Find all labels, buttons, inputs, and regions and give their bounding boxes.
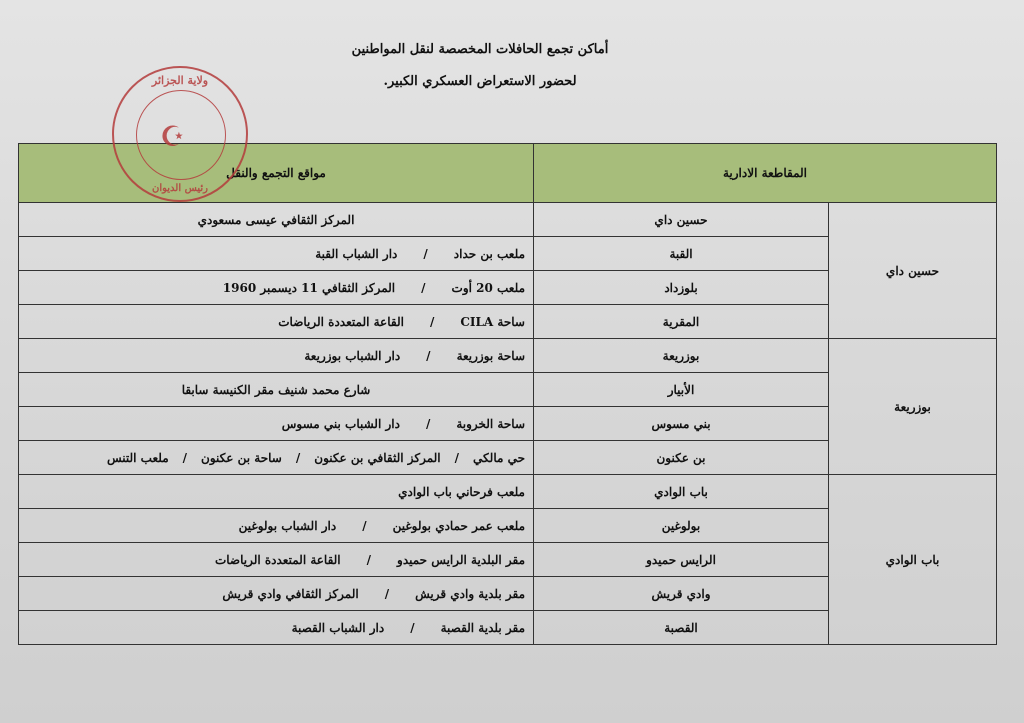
separator: /	[421, 280, 426, 295]
separator: /	[426, 348, 431, 363]
table-row: وادي قريش مقر بلدية وادي قريش / المركز الثق…	[18, 576, 997, 611]
locations-cell: ملعب فرحاني باب الوادي	[18, 474, 534, 509]
document-title-line2: لحضور الاستعراض العسكري الكبير.	[383, 74, 577, 89]
stamp-inner-ring	[136, 90, 226, 180]
municipality-cell: بلوزداد	[533, 270, 829, 305]
municipality-cell: القبة	[533, 236, 829, 271]
location-name: المركز الثقافي وادي قريش	[222, 586, 359, 601]
locations-cell: المركز الثقافي عيسى مسعودي	[18, 202, 534, 237]
separator: /	[362, 518, 367, 533]
locations-cell: مقر بلدية القصبة / دار الشباب القصبة	[18, 610, 534, 645]
separator: /	[429, 314, 435, 329]
location-name: القاعة المتعددة الرياضات	[278, 314, 404, 329]
document-title-line1: أماكن تجمع الحافلات المخصصة لنقل المواطن…	[351, 42, 609, 57]
header-district: المقاطعة الادارية	[533, 143, 997, 203]
location-name: ساحة الخروبة	[456, 416, 525, 431]
location-name: مقر بلدية القصبة	[440, 620, 525, 635]
locations-cell: ساحة CILA / القاعة المتعددة الرياضات	[18, 304, 534, 339]
municipality-cell: باب الوادي	[533, 474, 829, 509]
separator: /	[182, 450, 188, 465]
location-name: مقر بلدية وادي قريش	[415, 586, 525, 601]
separator: /	[454, 450, 460, 465]
locations-cell: شارع محمد شنيف مقر الكنيسة سابقا	[18, 372, 534, 407]
municipality-cell: الرايس حميدو	[533, 542, 829, 577]
locations-cell: ساحة الخروبة / دار الشباب بني مسوس	[18, 406, 534, 441]
location-name: ملعب بن حداد	[453, 246, 525, 261]
location-name: المركز الثقافي 11 ديسمبر 1960	[222, 280, 396, 295]
location-name: ملعب 20 أوت	[451, 280, 525, 295]
municipality-cell: المقرية	[533, 304, 829, 339]
table-row: الأبيار شارع محمد شنيف مقر الكنيسة سابقا	[18, 372, 997, 407]
locations-cell: ساحة بوزريعة / دار الشباب بوزريعة	[18, 338, 534, 373]
separator: /	[295, 450, 301, 465]
header-locations: مواقع التجمع والنقل	[18, 143, 534, 203]
district-cell: باب الوادي	[828, 474, 997, 645]
district-cell: بوزريعة	[828, 338, 997, 475]
municipality-cell: القصبة	[533, 610, 829, 645]
location-name: حي مالكي	[473, 450, 525, 465]
locations-cell: مقر بلدية وادي قريش / المركز الثقافي وادي …	[18, 576, 534, 611]
municipality-cell: حسين داي	[533, 202, 829, 237]
location-name: ملعب التنس	[106, 450, 169, 465]
table-row: حسين داي حسين داي المركز الثقافي عيسى مسعو…	[18, 202, 997, 339]
municipality-cell: بن عكنون	[533, 440, 829, 475]
table-row: بولوغين ملعب عمر حمادي بولوغين / دار الشباب…	[18, 508, 997, 543]
separator: /	[384, 586, 390, 601]
location-name: القاعة المتعددة الرياضات	[214, 552, 341, 567]
municipality-cell: بوزريعة	[533, 338, 829, 373]
table-row: بوزريعة بوزريعة ساحة بوزريعة / دار الشباب بو…	[18, 338, 997, 475]
location-name: المركز الثقافي بن عكنون	[314, 450, 441, 465]
location-name: دار الشباب القصبة	[291, 620, 385, 635]
locations-cell: حي مالكي / المركز الثقافي بن عكنون / ساحة بن…	[18, 440, 534, 475]
table-row: باب الوادي باب الوادي ملعب فرحاني باب الوا…	[18, 474, 997, 645]
municipality-cell: بولوغين	[533, 508, 829, 543]
locations-cell: مقر البلدية الرايس حميدو / القاعة المتعددة…	[18, 542, 534, 577]
district-cell: حسين داي	[828, 202, 997, 339]
location-name: ملعب فرحاني باب الوادي	[398, 484, 525, 499]
municipality-cell: وادي قريش	[533, 576, 829, 611]
location-name: ساحة بن عكنون	[201, 450, 282, 465]
location-name: دار الشباب القبة	[315, 246, 398, 261]
location-name: دار الشباب بني مسوس	[281, 416, 400, 431]
official-stamp: ولاية الجزائر ☪ رئيس الديوان	[112, 66, 248, 202]
separator: /	[410, 620, 415, 635]
location-name: ساحة بوزريعة	[456, 348, 525, 363]
table-row: الرايس حميدو مقر البلدية الرايس حميدو / الق…	[18, 542, 997, 577]
municipality-cell: بني مسوس	[533, 406, 829, 441]
stamp-top-text: ولاية الجزائر	[151, 74, 209, 87]
crescent-star-icon: ☪	[160, 120, 186, 153]
separator: /	[366, 552, 372, 567]
stamp-bottom-text: رئيس الديوان	[151, 183, 208, 194]
location-name: مقر البلدية الرايس حميدو	[397, 552, 525, 567]
location-name: المركز الثقافي عيسى مسعودي	[197, 212, 355, 227]
locations-cell: ملعب عمر حمادي بولوغين / دار الشباب بولوغي…	[18, 508, 534, 543]
assembly-locations-table: المقاطعة الادارية مواقع التجمع والنقل حس…	[18, 143, 997, 645]
location-name: دار الشباب بولوغين	[238, 518, 337, 533]
table-row: القصبة مقر بلدية القصبة / دار الشباب القصبة	[18, 610, 997, 645]
table-row: المقرية ساحة CILA / القاعة المتعددة الرياضا…	[18, 304, 997, 339]
location-name: شارع محمد شنيف مقر الكنيسة سابقا	[181, 382, 371, 397]
municipality-cell: الأبيار	[533, 372, 829, 407]
locations-cell: ملعب بن حداد / دار الشباب القبة	[18, 236, 534, 271]
locations-cell: ملعب 20 أوت / المركز الثقافي 11 ديسمبر 196…	[18, 270, 534, 305]
table-row: بن عكنون حي مالكي / المركز الثقافي بن عكنون…	[18, 440, 997, 475]
location-name: دار الشباب بوزريعة	[304, 348, 401, 363]
separator: /	[423, 246, 428, 261]
separator: /	[425, 416, 431, 431]
table-row: بلوزداد ملعب 20 أوت / المركز الثقافي 11 ديس…	[18, 270, 997, 305]
location-name: ملعب عمر حمادي بولوغين	[392, 518, 525, 533]
location-name: ساحة CILA	[460, 314, 525, 329]
